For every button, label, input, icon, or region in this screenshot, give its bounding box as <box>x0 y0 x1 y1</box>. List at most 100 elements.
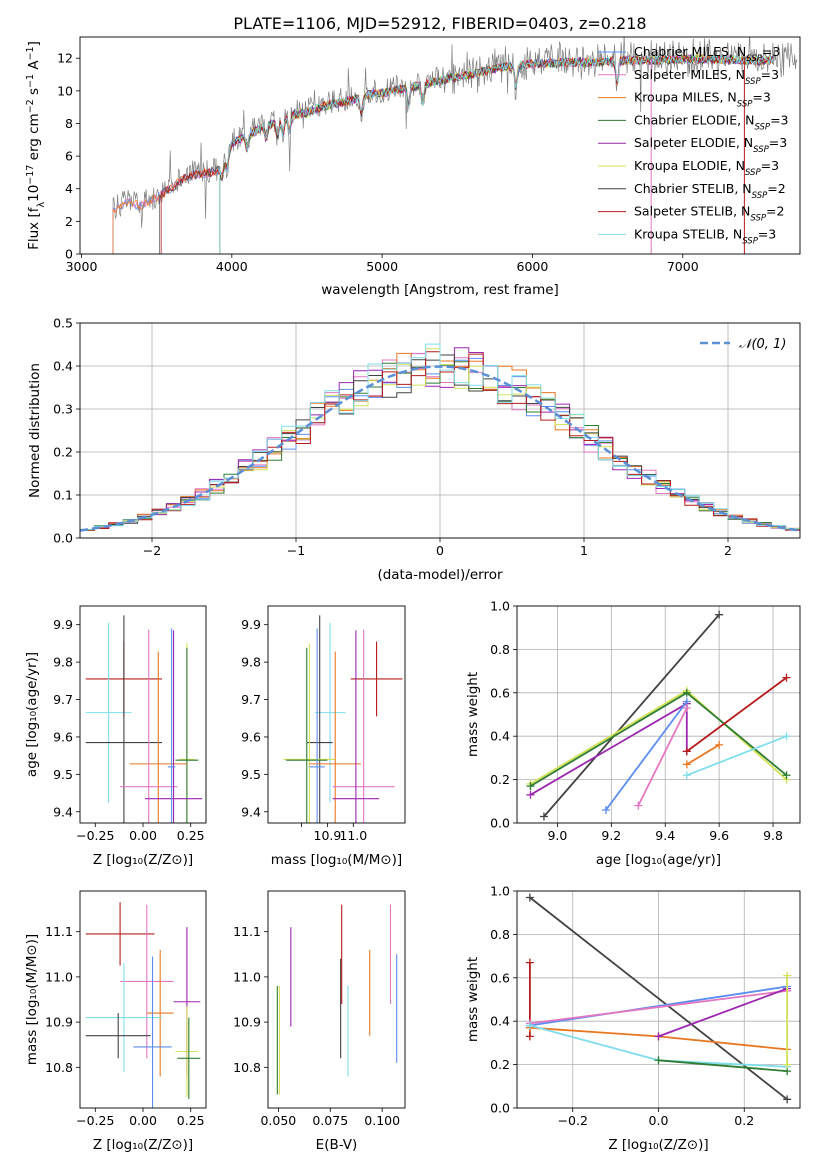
y-tick-label: 9.5 <box>241 767 261 782</box>
weight-point-marker <box>654 1056 663 1065</box>
error-bar-marker <box>177 1017 201 1099</box>
error-bar-marker <box>146 949 174 1077</box>
weight-line <box>686 676 788 753</box>
x-tick-label: −0.25 <box>76 1113 114 1128</box>
x-tick-label: 4000 <box>216 259 248 274</box>
histogram-steps <box>80 343 800 533</box>
x-tick-label: 1 <box>580 543 588 558</box>
age_vs_mass-frame <box>267 605 406 824</box>
error-bar-marker <box>129 651 187 823</box>
weight-point-marker <box>782 732 791 741</box>
spectrum-axes: 3000 4000 5000 6000 7000 0 2 4 6 8 10 12 <box>57 51 699 274</box>
error-bar-marker <box>85 902 155 966</box>
residuals-x-axis-label: (data-model)/error <box>377 567 503 583</box>
weight-series <box>682 732 791 780</box>
weight-point-marker <box>526 782 535 791</box>
weight-series <box>783 971 792 1069</box>
x-tick-label: 7000 <box>667 259 699 274</box>
legend-item: Chabrier MILES, NSSP=3 <box>598 44 780 64</box>
error-bar-marker <box>283 643 336 823</box>
y-tick-label: 0.0 <box>53 531 73 546</box>
legend-item: Kroupa ELODIE, NSSP=3 <box>598 158 779 178</box>
y-tick-label: 0.5 <box>53 316 73 331</box>
model-spectrum-line <box>219 53 774 254</box>
y-tick-label: 9.7 <box>241 692 261 707</box>
y-tick-label: 9.6 <box>53 729 73 744</box>
error-bar-marker <box>85 963 163 1072</box>
legend-label: Chabrier STELIB, NSSP=2 <box>634 181 786 201</box>
error-bar-marker <box>332 630 380 823</box>
error-bar-marker <box>286 647 328 823</box>
y-tick-label: 1.0 <box>490 884 510 899</box>
mass_vs_ebv-x-axis-label: E(B-V) <box>316 1137 358 1153</box>
weight-line <box>530 689 788 785</box>
y-tick-label: 0 <box>65 247 73 262</box>
y-tick-label: 1.0 <box>490 599 510 614</box>
spectrum-series-group <box>112 37 798 254</box>
weight_vs_Z-y-axis-label: mass weight <box>465 957 481 1042</box>
y-tick-label: 11.1 <box>45 924 73 939</box>
weight-series <box>525 893 792 1104</box>
weight-point-marker <box>715 610 724 619</box>
legend-label: Chabrier MILES, NSSP=3 <box>634 44 780 64</box>
error-bar-marker <box>120 904 174 1059</box>
mass_vs_Z-y-axis-label: mass [log₁₀(M/M⊙)] <box>24 934 40 1065</box>
age_vs_Z-x-axis-label: Z [log₁₀(Z/Z⊙)] <box>93 852 193 868</box>
weight-series <box>682 740 724 769</box>
x-tick-label: −1 <box>287 543 305 558</box>
normal-curve-line <box>80 365 800 532</box>
error-bar-marker <box>167 628 176 823</box>
weight-point-marker <box>682 771 691 780</box>
y-tick-label: 0.6 <box>490 970 510 985</box>
weight-line <box>529 985 788 1027</box>
x-tick-label: 0.0 <box>649 1113 669 1128</box>
y-tick-label: 0.0 <box>490 1101 510 1116</box>
y-tick-label: 9.7 <box>53 692 73 707</box>
weight-point-marker <box>783 1095 792 1104</box>
y-tick-label: 10.9 <box>45 1015 73 1030</box>
histogram-group <box>80 343 800 533</box>
x-tick-label: 0.25 <box>177 828 205 843</box>
model-spectrum-line <box>219 54 774 254</box>
legend-label: Salpeter STELIB, NSSP=2 <box>634 204 784 224</box>
residuals-y-axis-label: Normed distribution <box>27 363 43 498</box>
x-tick-label: −0.25 <box>76 828 114 843</box>
y-tick-label: 0.2 <box>53 445 73 460</box>
figure-title: PLATE=1106, MJD=52912, FIBERID=0403, z=0… <box>233 14 646 33</box>
error-bar-marker <box>332 629 395 823</box>
model-spectrum-line <box>219 53 774 254</box>
x-tick-label: 0.050 <box>260 1113 296 1128</box>
weight_vs_Z-lines <box>525 893 792 1104</box>
weight-point-marker <box>539 812 548 821</box>
x-tick-label: 0.2 <box>734 1113 754 1128</box>
legend-item: Salpeter STELIB, NSSP=2 <box>598 204 784 224</box>
y-tick-label: 0.3 <box>53 402 73 417</box>
weight-series <box>654 1056 792 1076</box>
x-tick-label: 0.00 <box>129 1113 157 1128</box>
y-tick-label: 4 <box>65 181 73 196</box>
x-tick-label: 5000 <box>366 259 398 274</box>
age_vs_mass-errorbars <box>283 615 403 823</box>
weight-point-marker <box>682 688 691 697</box>
y-tick-label: 0.2 <box>490 772 510 787</box>
y-tick-label: 6 <box>65 149 73 164</box>
legend-item: Kroupa MILES, NSSP=3 <box>598 90 771 110</box>
model-spectrum-line <box>159 54 774 254</box>
weight_vs_age-x-axis-label: age [log₁₀(age/yr)] <box>596 852 721 868</box>
y-tick-label: 10.8 <box>45 1060 73 1075</box>
mass_vs_Z-frame <box>79 890 207 1109</box>
y-tick-label: 9.9 <box>241 617 261 632</box>
y-tick-label: 0.0 <box>490 816 510 831</box>
weight-point-marker <box>682 747 691 756</box>
y-tick-label: 8 <box>65 116 73 131</box>
mass_vs_ebv-frame <box>267 890 406 1109</box>
weight-point-marker <box>601 805 610 814</box>
weight-point-marker <box>525 1032 534 1041</box>
weight-point-marker <box>525 893 534 902</box>
y-tick-label: 9.4 <box>241 804 261 819</box>
weight-point-marker <box>783 1060 792 1069</box>
y-tick-label: 9.8 <box>53 655 73 670</box>
weight-line <box>637 707 688 807</box>
age_vs_Z-y-axis-label: age [log₁₀(age/yr)] <box>24 652 40 777</box>
